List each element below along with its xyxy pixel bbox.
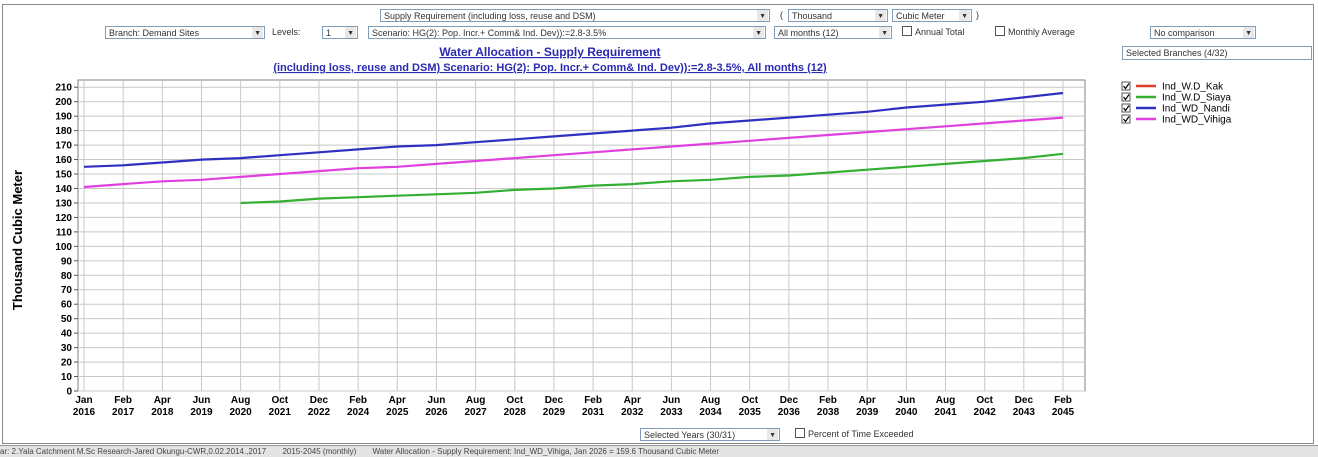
- x-tick-label: Jun 2033: [660, 395, 683, 418]
- x-tick-label: Oct 2035: [739, 395, 762, 418]
- y-tick-label: 190: [55, 112, 72, 123]
- x-tick-label: Dec 2043: [1013, 395, 1036, 418]
- y-tick-label: 40: [61, 329, 73, 340]
- paren: (: [780, 10, 783, 20]
- y-tick-label: 180: [55, 126, 72, 137]
- x-tick-label: Oct 2021: [269, 395, 292, 418]
- legend-label: Ind_WD_Vihiga: [1162, 115, 1232, 126]
- x-tick-label: Jun 2026: [425, 395, 448, 418]
- legend-check: [1123, 116, 1130, 123]
- y-tick-label: 210: [55, 83, 72, 94]
- x-tick-label: Apr 2018: [151, 395, 174, 418]
- plot-area: [77, 79, 1086, 392]
- series-line: [240, 152, 1064, 205]
- legend-label: Ind_W.D_Kak: [1162, 82, 1224, 93]
- x-tick-label: Feb 2031: [582, 395, 605, 418]
- legend-check: [1123, 94, 1130, 101]
- x-tick-label: Jan 2016: [73, 395, 96, 418]
- status-text: Water Allocation - Supply Requirement: I…: [372, 447, 720, 456]
- y-tick-label: 100: [55, 242, 72, 253]
- levels-label: Levels:: [272, 27, 301, 37]
- x-tick-label: Feb 2038: [817, 395, 840, 418]
- y-tick-label: 200: [55, 97, 72, 108]
- y-tick-label: 170: [55, 141, 72, 152]
- unit-select[interactable]: Cubic Meter: [892, 9, 972, 22]
- selected-branches[interactable]: Selected Branches (4/32): [1122, 46, 1312, 60]
- months-select[interactable]: All months (12): [774, 26, 892, 39]
- legend-checkbox: [1121, 81, 1131, 91]
- y-tick-label: 90: [61, 256, 73, 267]
- x-tick-label: Feb 2017: [112, 395, 135, 418]
- levels-select[interactable]: 1: [322, 26, 358, 39]
- x-tick-label: Jun 2019: [190, 395, 213, 418]
- scenario-select[interactable]: Scenario: HG(2): Pop. Incr.+ Comm& Ind. …: [368, 26, 766, 39]
- legend-checkbox: [1121, 92, 1131, 102]
- y-tick-label: 80: [61, 271, 73, 282]
- annual-total-label: Annual Total: [915, 27, 965, 37]
- y-tick-label: 160: [55, 155, 72, 166]
- y-tick-label: 140: [55, 184, 72, 195]
- x-tick-label: Aug 2041: [934, 395, 957, 418]
- y-tick-label: 70: [61, 285, 73, 296]
- monthly-average-checkbox[interactable]: Monthly Average: [995, 26, 1075, 39]
- comparison-select[interactable]: No comparison: [1150, 26, 1256, 39]
- legend-label: Ind_WD_Nandi: [1162, 104, 1230, 115]
- status-text: 2015-2045 (monthly): [282, 447, 357, 456]
- x-tick-label: Apr 2025: [386, 395, 409, 418]
- y-tick-label: 30: [61, 343, 73, 354]
- x-tick-label: Jun 2040: [895, 395, 918, 418]
- x-tick-label: Dec 2022: [308, 395, 331, 418]
- x-tick-label: Feb 2045: [1052, 395, 1075, 418]
- legend-check: [1123, 83, 1130, 90]
- chart-title: Water Allocation - Supply Requirement: [439, 45, 660, 59]
- y-tick-label: 60: [61, 300, 73, 311]
- y-tick-label: 110: [56, 227, 73, 238]
- percent-exceeded-checkbox[interactable]: Percent of Time Exceeded: [795, 428, 914, 441]
- series-line: [83, 116, 1064, 189]
- y-tick-label: 50: [61, 314, 73, 325]
- variable-select[interactable]: Supply Requirement (including loss, reus…: [380, 9, 770, 22]
- percent-exceeded-label: Percent of Time Exceeded: [808, 429, 914, 439]
- x-tick-label: Aug 2034: [699, 395, 722, 418]
- selected-years-select[interactable]: Selected Years (30/31): [640, 428, 780, 441]
- y-tick-label: 150: [55, 170, 72, 181]
- x-tick-label: Dec 2036: [778, 395, 801, 418]
- paren: ): [976, 10, 979, 20]
- monthly-average-label: Monthly Average: [1008, 27, 1075, 37]
- branch-select[interactable]: Branch: Demand Sites: [105, 26, 265, 39]
- y-tick-label: 130: [55, 198, 72, 209]
- x-tick-label: Oct 2042: [974, 395, 997, 418]
- legend-check: [1123, 105, 1130, 112]
- x-tick-label: Dec 2029: [543, 395, 566, 418]
- y-tick-label: 10: [61, 372, 73, 383]
- y-tick-label: 0: [66, 387, 72, 398]
- legend-label: Ind_W.D_Siaya: [1162, 93, 1231, 104]
- annual-total-checkbox[interactable]: Annual Total: [902, 26, 964, 39]
- legend-checkbox: [1121, 114, 1131, 124]
- chart: Water Allocation - Supply Requirement (i…: [10, 45, 1232, 418]
- status-bar: ar: 2.Yala Catchment M.Sc Research-Jared…: [0, 445, 1318, 457]
- x-tick-label: Apr 2032: [621, 395, 644, 418]
- unit-scale-select[interactable]: Thousand: [788, 9, 888, 22]
- y-tick-label: 120: [55, 213, 72, 224]
- x-tick-label: Oct 2028: [504, 395, 527, 418]
- x-tick-label: Feb 2024: [347, 395, 370, 418]
- y-tick-label: 20: [61, 358, 73, 369]
- status-text: ar: 2.Yala Catchment M.Sc Research-Jared…: [0, 447, 267, 456]
- y-axis-label: Thousand Cubic Meter: [10, 170, 25, 310]
- chart-window: [2, 4, 1314, 444]
- chart-subtitle: (including loss, reuse and DSM) Scenario…: [273, 62, 827, 74]
- x-tick-label: Aug 2027: [464, 395, 487, 418]
- series-line: [83, 91, 1064, 168]
- x-tick-label: Aug 2020: [230, 395, 253, 418]
- x-tick-label: Apr 2039: [856, 395, 879, 418]
- legend-checkbox: [1121, 103, 1131, 113]
